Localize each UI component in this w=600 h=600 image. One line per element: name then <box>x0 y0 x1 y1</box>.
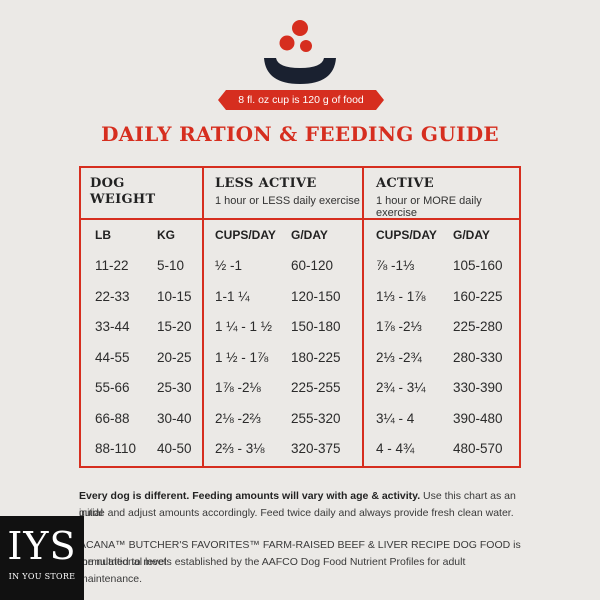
cell-cups-less-active: 2⅔ - 3⅛ <box>215 441 265 456</box>
column-divider <box>202 168 204 466</box>
cell-grams-less-active: 255-320 <box>291 410 341 426</box>
column-header-cups-less-active: CUPS/DAY <box>215 228 276 242</box>
cell-cups-active: 1⅓ - 1⅞ <box>376 288 426 304</box>
bowl-icon <box>264 20 336 84</box>
cell-grams-less-active: 120-150 <box>291 288 341 304</box>
feeding-note-line: guide and adjust amounts accordingly. Fe… <box>79 507 514 519</box>
cell-cups-less-active: 1⅞ -2⅛ <box>215 380 261 395</box>
cell-grams-active: 390-480 <box>453 410 503 426</box>
cell-cups-less-active: 1 ¼ - 1 ½ <box>215 319 273 334</box>
column-header-grams-less-active: G/DAY <box>291 228 328 242</box>
cell-grams-active: 160-225 <box>453 288 503 304</box>
cell-grams-active: 105-160 <box>453 258 503 273</box>
cell-lb: 33-44 <box>95 319 130 334</box>
cell-cups-active: 3¼ - 4 <box>376 410 415 426</box>
cell-lb: 66-88 <box>95 410 130 426</box>
aafco-statement-line: the nutritional levels established by th… <box>79 556 466 585</box>
cell-cups-active: 4 - 4¾ <box>376 441 415 456</box>
cell-kg: 10-15 <box>157 288 192 304</box>
cell-cups-active: 2⅓ -2¾ <box>376 349 422 365</box>
cell-grams-active: 225-280 <box>453 319 503 334</box>
cell-kg: 15-20 <box>157 319 192 334</box>
column-header-grams-active: G/DAY <box>453 228 490 242</box>
cell-grams-less-active: 225-255 <box>291 380 341 395</box>
cell-grams-less-active: 150-180 <box>291 319 341 334</box>
cell-lb: 22-33 <box>95 288 130 304</box>
cell-grams-active: 330-390 <box>453 380 503 395</box>
cell-cups-less-active: 1 ½ - 1⅞ <box>215 349 269 365</box>
dog-weight-heading: DOG WEIGHT <box>90 176 156 207</box>
less-active-heading: LESS ACTIVE 1 hour or LESS daily exercis… <box>215 176 360 207</box>
cell-lb: 11-22 <box>95 258 129 273</box>
cell-cups-less-active: 2⅛ -2⅔ <box>215 410 261 426</box>
header-divider <box>81 218 519 220</box>
active-heading: ACTIVE 1 hour or MORE daily exercise <box>376 176 482 219</box>
page-title: DAILY RATION & FEEDING GUIDE <box>101 122 499 146</box>
aafco-statement: ACANA™ BUTCHER'S FAVORITES™ FARM-RAISED … <box>79 539 521 568</box>
cell-grams-active: 280-330 <box>453 349 503 365</box>
cell-lb: 88-110 <box>95 441 137 456</box>
cell-lb: 55-66 <box>95 380 130 395</box>
cell-cups-active: ⅞ -1⅓ <box>376 258 415 273</box>
cell-cups-active: 1⅞ -2⅓ <box>376 319 422 334</box>
feeding-table: DOG WEIGHT LESS ACTIVE 1 hour or LESS da… <box>79 166 521 468</box>
column-header-lb: LB <box>95 228 111 242</box>
cell-kg: 40-50 <box>157 441 192 456</box>
cell-cups-less-active: ½ -1 <box>215 258 243 273</box>
cell-cups-less-active: 1-1 ¼ <box>215 288 250 304</box>
cell-kg: 5-10 <box>157 258 185 273</box>
feeding-note: Every dog is different. Feeding amounts … <box>79 490 516 519</box>
cell-grams-less-active: 60-120 <box>291 258 334 273</box>
column-header-kg: KG <box>157 228 175 242</box>
cell-lb: 44-55 <box>95 349 130 365</box>
serving-size-ribbon: 8 fl. oz cup is 120 g of food <box>218 90 384 110</box>
cell-kg: 25-30 <box>157 380 192 395</box>
cell-grams-active: 480-570 <box>453 441 503 456</box>
cell-kg: 30-40 <box>157 410 192 426</box>
cell-kg: 20-25 <box>157 349 192 365</box>
cell-grams-less-active: 180-225 <box>291 349 341 365</box>
cell-cups-active: 2¾ - 3¼ <box>376 380 426 395</box>
cell-grams-less-active: 320-375 <box>291 441 341 456</box>
column-header-cups-active: CUPS/DAY <box>376 228 437 242</box>
store-badge: IYS IN YOU STORE <box>0 516 84 600</box>
column-divider <box>362 168 364 466</box>
